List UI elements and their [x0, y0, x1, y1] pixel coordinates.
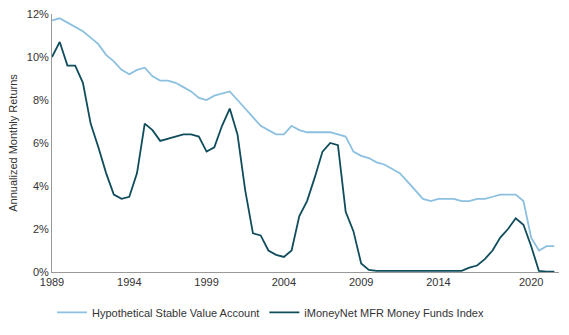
svg-text:4%: 4% [33, 180, 49, 192]
svg-text:2004: 2004 [272, 276, 296, 288]
svg-text:1999: 1999 [194, 276, 218, 288]
svg-text:2014: 2014 [426, 276, 450, 288]
svg-text:6%: 6% [33, 137, 49, 149]
svg-text:8%: 8% [33, 94, 49, 106]
svg-text:2020: 2020 [519, 276, 543, 288]
svg-text:iMoneyNet MFR Money Funds Inde: iMoneyNet MFR Money Funds Index [304, 307, 484, 319]
svg-text:2%: 2% [33, 223, 49, 235]
svg-text:1989: 1989 [40, 276, 64, 288]
svg-text:12%: 12% [27, 8, 49, 20]
svg-text:Annualized Monthly Returns: Annualized Monthly Returns [7, 74, 19, 212]
svg-text:Hypothetical Stable Value Acco: Hypothetical Stable Value Account [92, 307, 259, 319]
svg-text:10%: 10% [27, 51, 49, 63]
svg-text:1994: 1994 [117, 276, 141, 288]
svg-text:0%: 0% [33, 266, 49, 278]
svg-text:2009: 2009 [349, 276, 373, 288]
